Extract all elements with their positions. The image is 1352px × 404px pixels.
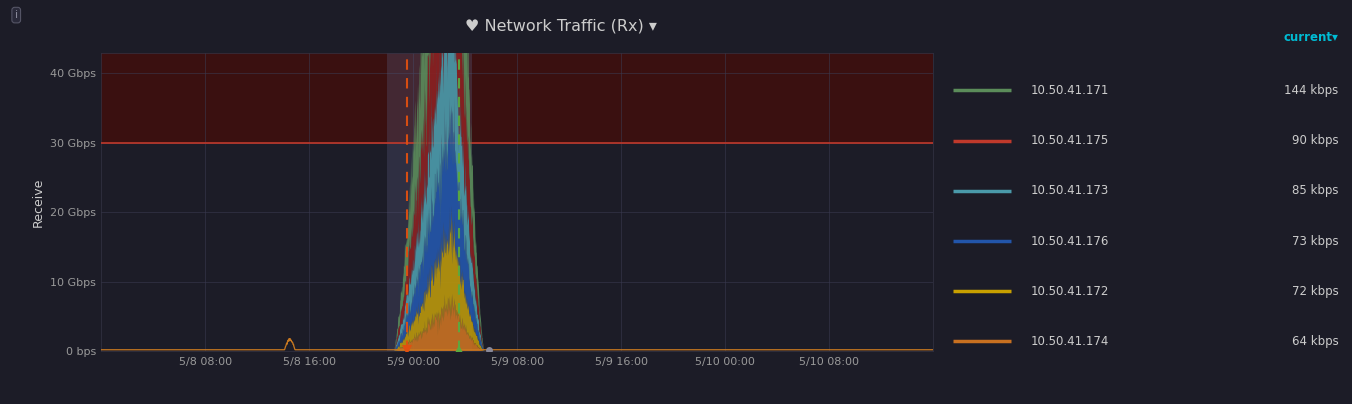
Text: 85 kbps: 85 kbps: [1293, 184, 1338, 197]
Text: 10.50.41.173: 10.50.41.173: [1030, 184, 1109, 197]
Bar: [387, 53, 472, 351]
Text: 72 kbps: 72 kbps: [1291, 285, 1338, 298]
Text: i: i: [15, 10, 18, 20]
Text: 10.50.41.175: 10.50.41.175: [1030, 134, 1109, 147]
Text: 10.50.41.172: 10.50.41.172: [1030, 285, 1109, 298]
Text: 73 kbps: 73 kbps: [1293, 235, 1338, 248]
Text: ♥ Network Traffic (Rx) ▾: ♥ Network Traffic (Rx) ▾: [465, 18, 657, 33]
Text: 64 kbps: 64 kbps: [1291, 335, 1338, 348]
Text: 10.50.41.171: 10.50.41.171: [1030, 84, 1109, 97]
Text: 10.50.41.176: 10.50.41.176: [1030, 235, 1109, 248]
Bar: [101, 53, 933, 143]
Text: current▾: current▾: [1283, 31, 1338, 44]
Y-axis label: Receive: Receive: [31, 177, 45, 227]
Text: 10.50.41.174: 10.50.41.174: [1030, 335, 1109, 348]
Text: 90 kbps: 90 kbps: [1293, 134, 1338, 147]
Text: 144 kbps: 144 kbps: [1284, 84, 1338, 97]
